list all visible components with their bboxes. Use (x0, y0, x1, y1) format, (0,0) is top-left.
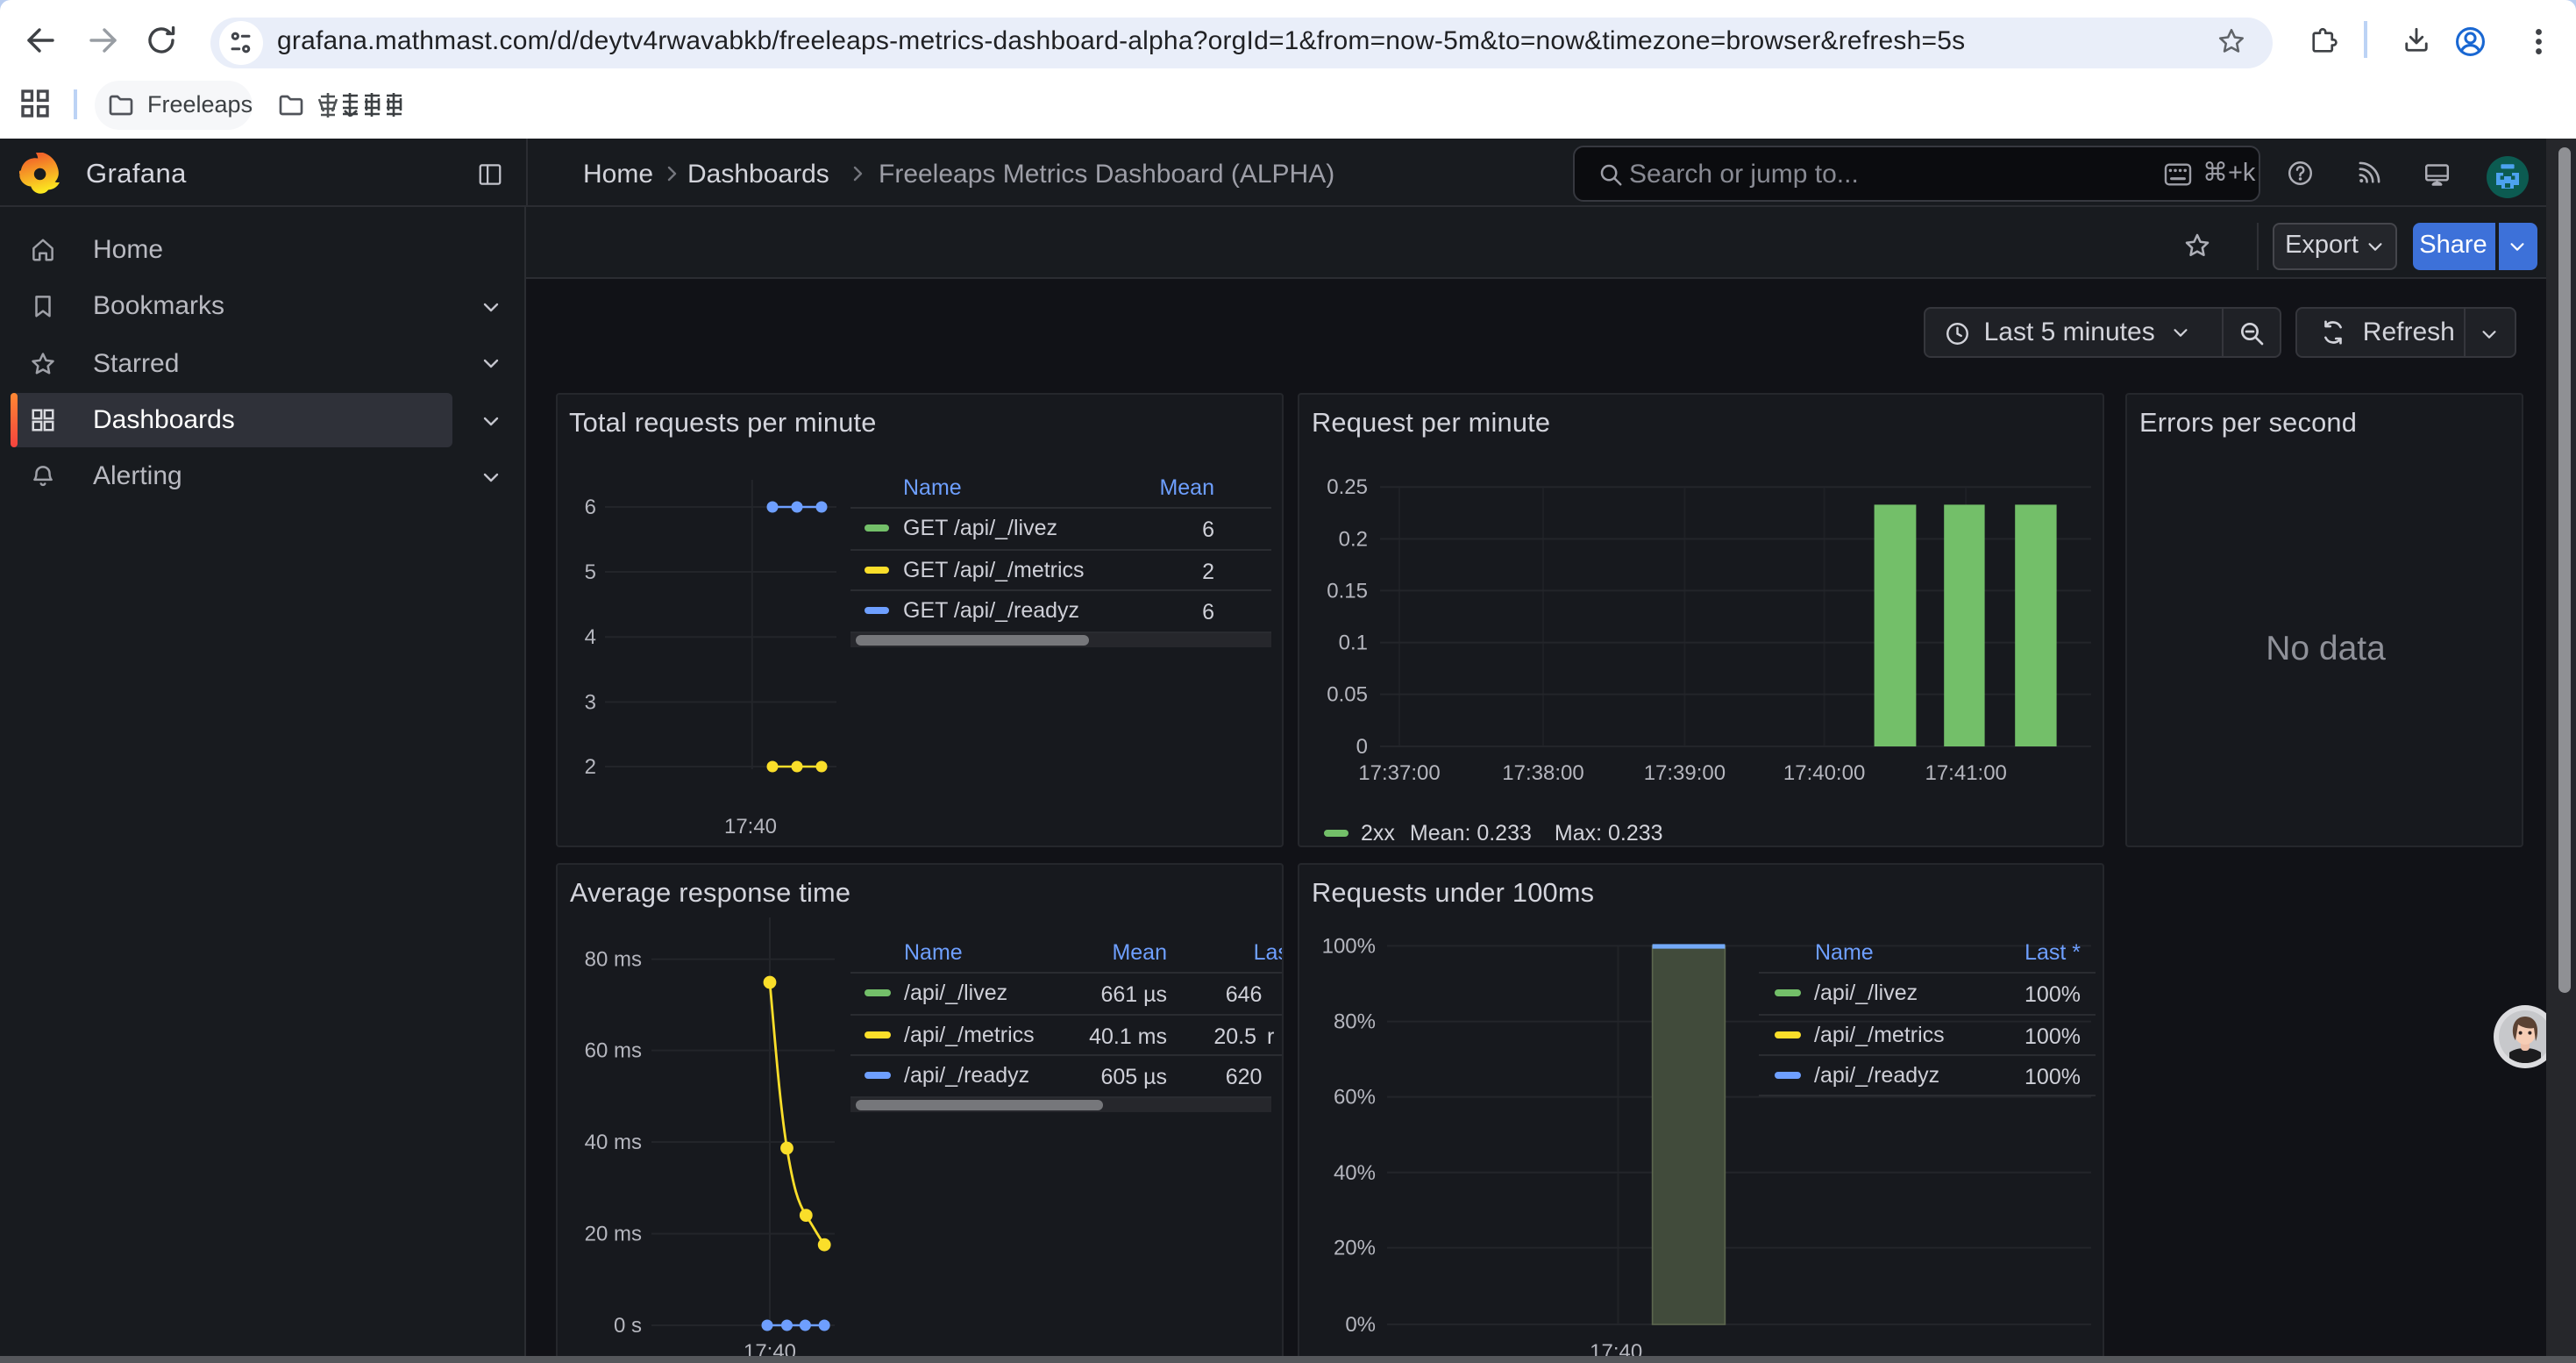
svg-text:0.05: 0.05 (1327, 682, 1368, 706)
svg-text:17:37:00: 17:37:00 (1358, 760, 1440, 784)
svg-text:17:39:00: 17:39:00 (1644, 760, 1726, 784)
svg-text:4: 4 (584, 624, 595, 648)
svg-text:3: 3 (584, 689, 595, 713)
svg-text:0%: 0% (1345, 1312, 1376, 1336)
svg-text:100%: 100% (1322, 933, 1376, 957)
svg-text:6: 6 (584, 495, 595, 518)
svg-text:20 ms: 20 ms (585, 1222, 642, 1245)
svg-text:17:41:00: 17:41:00 (1925, 760, 2006, 784)
svg-text:0.25: 0.25 (1327, 475, 1368, 498)
svg-text:17:38:00: 17:38:00 (1502, 760, 1583, 784)
svg-text:40%: 40% (1334, 1160, 1376, 1184)
svg-text:60%: 60% (1334, 1085, 1376, 1109)
svg-text:0: 0 (1356, 734, 1368, 758)
svg-text:40 ms: 40 ms (585, 1130, 642, 1153)
svg-text:0 s: 0 s (614, 1313, 642, 1337)
svg-text:0.2: 0.2 (1339, 526, 1368, 550)
svg-text:17:40: 17:40 (723, 814, 776, 838)
svg-text:0.1: 0.1 (1339, 631, 1368, 654)
svg-text:80%: 80% (1334, 1010, 1376, 1033)
svg-text:60 ms: 60 ms (585, 1038, 642, 1062)
svg-text:20%: 20% (1334, 1236, 1376, 1260)
svg-text:80 ms: 80 ms (585, 947, 642, 971)
svg-text:0.15: 0.15 (1327, 578, 1368, 602)
svg-text:2: 2 (584, 754, 595, 778)
svg-text:17:40:00: 17:40:00 (1783, 760, 1865, 784)
svg-text:5: 5 (584, 560, 595, 583)
